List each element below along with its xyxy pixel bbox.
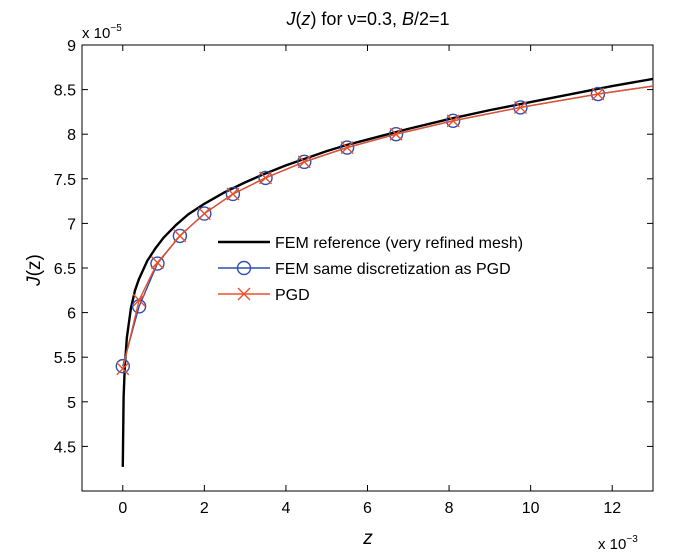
x-tick-label: 8 (445, 500, 454, 517)
x-exponent-label: x 10−3 (598, 534, 638, 553)
legend-marker (237, 287, 251, 301)
legend-marker (236, 260, 252, 276)
series-2-point (590, 86, 606, 102)
series-3 (116, 85, 653, 376)
legend-entry-2: FEM same discretization as PGD (218, 260, 511, 278)
chart-title: J(z) for ν=0.3, B/2=1 (285, 9, 449, 29)
series-2-point (115, 358, 130, 374)
x-exponent-base: x 10 (598, 536, 626, 553)
y-exponent-base: x 10 (82, 25, 110, 42)
legend-label: FEM same discretization as PGD (275, 261, 511, 278)
series-3-point (197, 207, 211, 221)
y-tick-label: 4.5 (54, 439, 76, 456)
y-tick-label: 8.5 (54, 83, 76, 100)
x-tick-label: 6 (363, 500, 372, 517)
title-post: /2=1 (414, 9, 450, 29)
x-axis-label: z (362, 528, 373, 549)
x-tick-label: 0 (118, 500, 127, 517)
y-tick-label: 9 (67, 38, 76, 55)
title-b: B (402, 9, 414, 29)
title-open: ( (295, 9, 301, 29)
series-3-point (226, 187, 240, 201)
series-3-point (173, 229, 187, 243)
x-tick-label: 10 (522, 500, 540, 517)
series-3-point (591, 87, 605, 101)
title-z: z (300, 9, 310, 29)
y-label-j: J (24, 276, 45, 287)
y-tick-label: 7.5 (54, 172, 76, 189)
y-exponent-power: −5 (110, 23, 122, 34)
y-axis-label: J(z) (24, 254, 45, 287)
series-2-point (172, 228, 188, 244)
series-group (115, 77, 653, 467)
plot-area (115, 77, 653, 467)
y-exponent-label: x 10−5 (82, 23, 122, 42)
ticks: 0 2 4 6 8 10 12 4.5 5 5.5 6 6.5 7 7.5 8 8.5 9 (54, 38, 653, 517)
title-mid: ) for ν=0.3, (310, 9, 402, 29)
x-exponent-power: −3 (626, 534, 638, 545)
series-2-point (150, 256, 165, 271)
plot-frame (81, 44, 654, 492)
y-tick-label: 5.5 (54, 350, 76, 367)
x-tick-label: 4 (281, 500, 290, 517)
series-3-point (132, 293, 146, 307)
legend-entry-1: FEM reference (very refined mesh) (218, 235, 523, 252)
x-tick-label: 2 (200, 500, 209, 517)
legend-label: FEM reference (very refined mesh) (275, 235, 523, 252)
series-3-point (259, 171, 273, 185)
series-2-point (388, 126, 404, 142)
y-tick-label: 6 (67, 306, 76, 323)
legend-label: PGD (275, 287, 310, 304)
y-tick-label: 5 (67, 395, 76, 412)
y-tick-label: 6.5 (54, 261, 76, 278)
series-3-point (150, 256, 164, 270)
title-j: J (285, 9, 296, 29)
series-2-point (197, 206, 212, 221)
series-3-point (513, 100, 527, 114)
y-label-rest: (z) (24, 254, 45, 276)
series-2-point (225, 186, 241, 202)
y-tick-label: 8 (67, 127, 76, 144)
series-2-point (339, 140, 355, 155)
series-3-point (116, 362, 130, 376)
series-3-point (340, 141, 354, 155)
legend: FEM reference (very refined mesh) FEM sam… (218, 235, 523, 304)
series-3-point (446, 114, 460, 128)
y-tick-label: 7 (67, 216, 76, 233)
series-2-point (297, 154, 312, 170)
x-tick-label: 12 (603, 500, 621, 517)
series-2-point (445, 113, 461, 129)
series-3-point (297, 155, 311, 169)
series-2-point (513, 100, 528, 115)
series-3-point (389, 127, 403, 141)
legend-entry-3: PGD (218, 287, 310, 304)
series-2-point (258, 170, 273, 186)
axes (81, 44, 654, 492)
